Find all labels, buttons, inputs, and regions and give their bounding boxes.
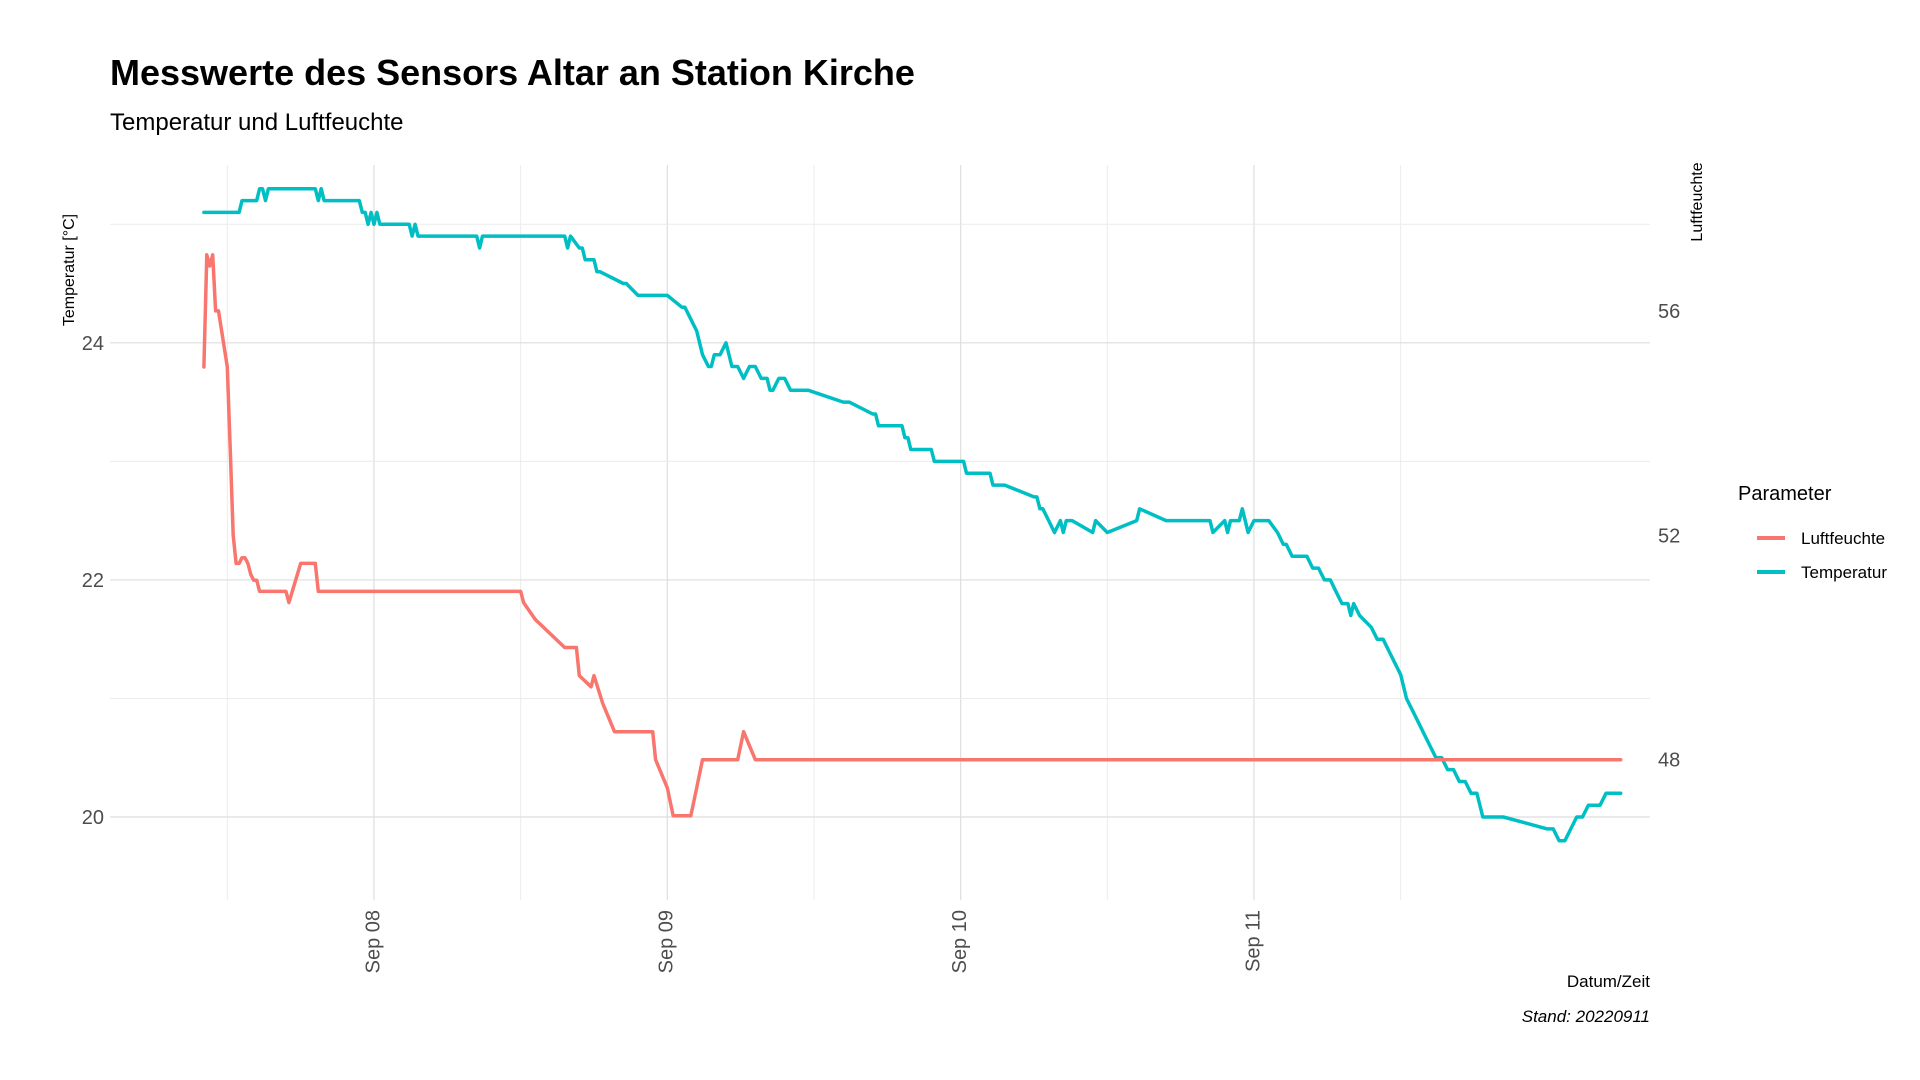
grid-layer (110, 165, 1650, 900)
y-axis-left: 20 22 24 (82, 333, 104, 829)
x-tick-label: Sep 09 (656, 910, 678, 973)
y-tick-label: 22 (82, 570, 104, 592)
y2-tick-label: 52 (1658, 525, 1680, 547)
y-tick-label: 24 (82, 333, 104, 355)
chart-title: Messwerte des Sensors Altar an Station K… (110, 52, 915, 93)
x-axis: Sep 08 Sep 09 Sep 10 Sep 11 (362, 910, 1264, 973)
y2-axis-title: Luftfeuchte (1689, 162, 1706, 241)
x-axis-title: Datum/Zeit (1567, 972, 1650, 991)
chart-subtitle: Temperatur und Luftfeuchte (110, 109, 404, 136)
legend: Parameter Luftfeuchte Temperatur (1738, 483, 1887, 582)
series-line-temperatur (202, 186, 1623, 843)
y-axis-title: Temperatur [°C] (61, 214, 78, 326)
x-tick-label: Sep 11 (1242, 910, 1264, 972)
x-tick-label: Sep 10 (949, 910, 971, 973)
series-line-luftfeuchte (202, 253, 1623, 818)
y-axis-right: 48 52 56 (1658, 301, 1680, 772)
legend-label-temperatur: Temperatur (1801, 563, 1887, 582)
series-layer (202, 186, 1623, 843)
legend-title: Parameter (1738, 483, 1832, 505)
legend-entries: Luftfeuchte Temperatur (1757, 529, 1887, 582)
y-tick-label: 20 (82, 807, 104, 829)
x-tick-label: Sep 08 (362, 910, 384, 973)
legend-label-luftfeuchte: Luftfeuchte (1801, 529, 1885, 548)
y2-tick-label: 48 (1658, 750, 1680, 772)
chart-caption: Stand: 20220911 (1522, 1007, 1650, 1026)
y2-tick-label: 56 (1658, 301, 1680, 323)
